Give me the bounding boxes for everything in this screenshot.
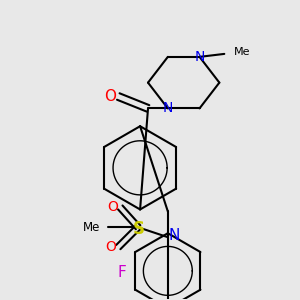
Text: N: N xyxy=(194,50,205,64)
Text: S: S xyxy=(133,220,145,238)
Text: N: N xyxy=(168,228,179,243)
Text: O: O xyxy=(105,240,116,254)
Text: O: O xyxy=(107,200,118,214)
Text: Me: Me xyxy=(234,47,251,57)
Text: Me: Me xyxy=(83,221,100,234)
Text: O: O xyxy=(104,89,116,104)
Text: F: F xyxy=(118,266,127,280)
Text: N: N xyxy=(163,101,173,116)
